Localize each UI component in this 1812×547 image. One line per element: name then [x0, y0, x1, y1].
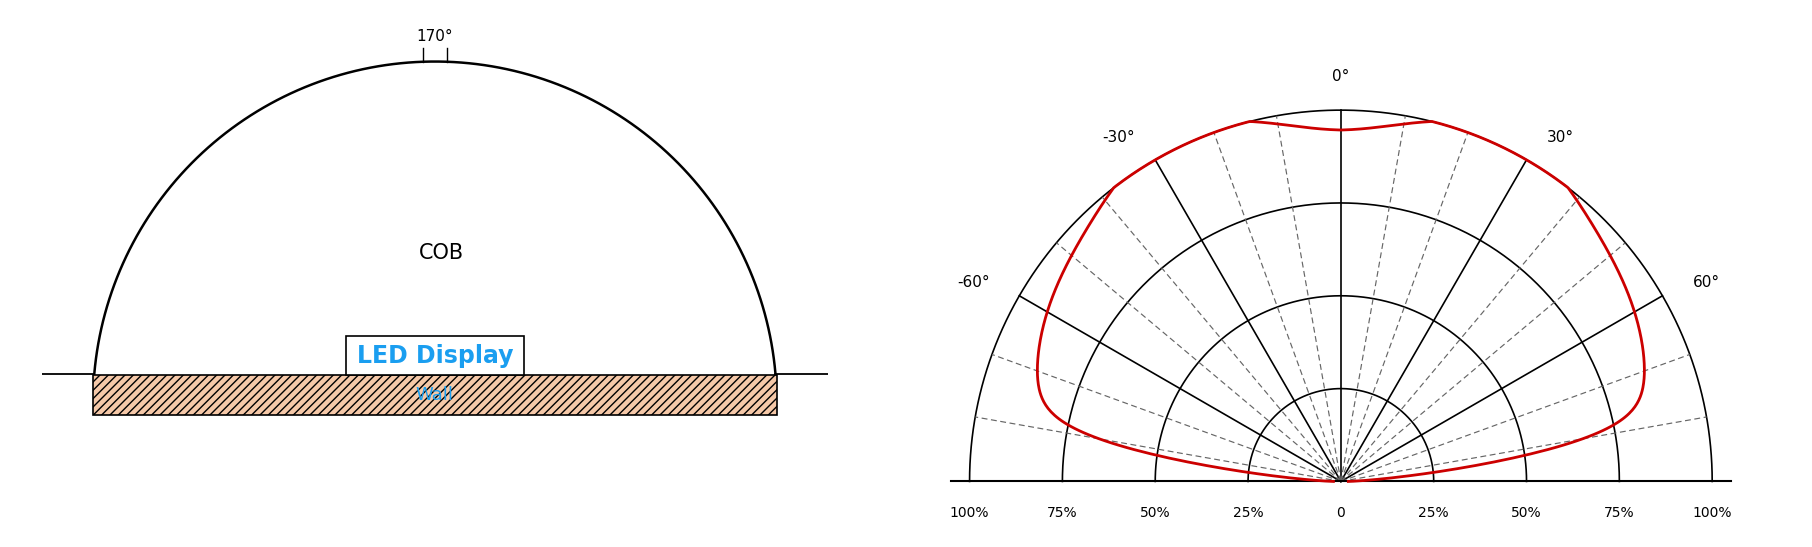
Text: 170°: 170° [417, 30, 453, 44]
Text: Wall: Wall [417, 386, 453, 404]
Text: 75%: 75% [1047, 505, 1078, 520]
Text: 25%: 25% [1419, 505, 1450, 520]
Text: 0°: 0° [1332, 69, 1350, 84]
Text: -30°: -30° [1102, 130, 1134, 145]
Text: 75%: 75% [1604, 505, 1634, 520]
Text: COB: COB [419, 243, 464, 263]
Text: 100%: 100% [1692, 505, 1732, 520]
Text: 25%: 25% [1232, 505, 1263, 520]
Bar [92, 375, 777, 415]
Text: LED Display: LED Display [357, 344, 513, 368]
Text: 50%: 50% [1140, 505, 1171, 520]
Text: 30°: 30° [1547, 130, 1575, 145]
Text: 0: 0 [1337, 505, 1345, 520]
Text: 50%: 50% [1511, 505, 1542, 520]
Bar [346, 336, 524, 375]
Text: 60°: 60° [1692, 275, 1720, 290]
Text: 100%: 100% [949, 505, 989, 520]
Text: -60°: -60° [957, 275, 989, 290]
